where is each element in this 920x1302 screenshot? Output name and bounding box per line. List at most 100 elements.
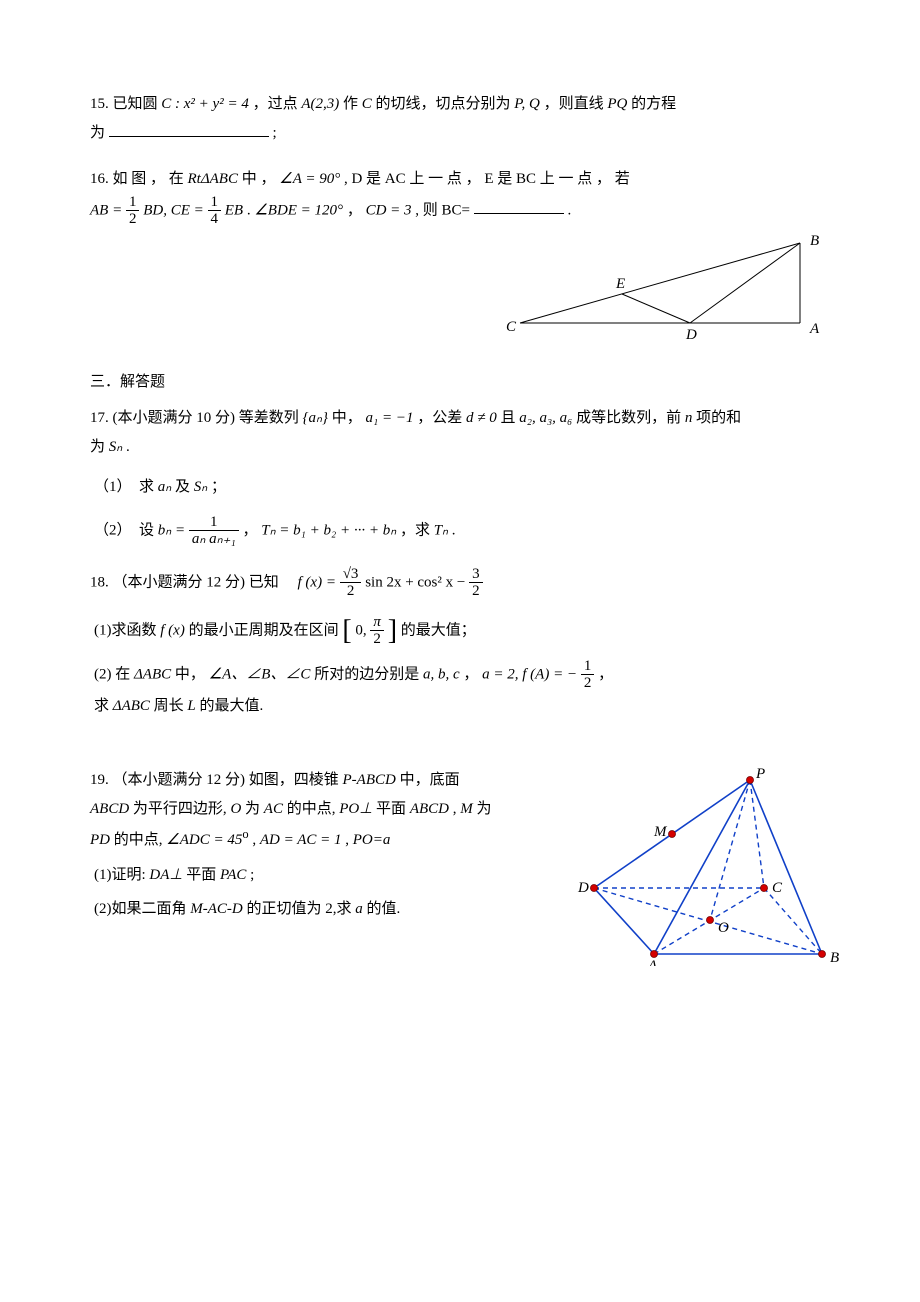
p19-text: 19. （本小题满分 12 分) 如图，四棱锥 P-ABCD 中，底面 ABCD… bbox=[90, 766, 542, 924]
svg-text:D: D bbox=[577, 880, 589, 896]
p17-q1: （1） 求 aₙ 及 Sₙ ； bbox=[90, 473, 840, 502]
angADC: ∠ADC = 45 bbox=[166, 832, 242, 848]
txt: 平面 bbox=[186, 867, 216, 883]
semi: ; bbox=[273, 125, 277, 141]
txt: 项的和 bbox=[696, 410, 741, 426]
txt: ， bbox=[598, 666, 613, 682]
txt: 及 bbox=[175, 479, 190, 495]
txt: 求 bbox=[94, 698, 109, 714]
txt: 的切线，切点分别为 bbox=[376, 96, 511, 112]
txt: 已知 bbox=[249, 574, 294, 590]
PD: PD bbox=[90, 832, 110, 848]
Sn: Sₙ bbox=[109, 439, 122, 455]
txt: ， bbox=[463, 666, 478, 682]
pts: （本小题满分 12 分) bbox=[113, 574, 246, 590]
dot: . bbox=[568, 202, 572, 218]
problem-19: 19. （本小题满分 12 分) 如图，四棱锥 P-ABCD 中，底面 ABCD… bbox=[90, 766, 840, 977]
a: a bbox=[355, 901, 363, 917]
txt: , D 是 AC 上 一 点 ， E 是 BC 上 一 点 ， 若 bbox=[344, 171, 630, 187]
txt: , bbox=[453, 801, 457, 817]
txt: (1)求函数 bbox=[94, 622, 157, 638]
txt: ; bbox=[250, 867, 254, 883]
blank-15 bbox=[109, 121, 269, 137]
txt: 为 bbox=[245, 801, 260, 817]
txt: 为 bbox=[90, 125, 105, 141]
point-A: A(2,3) bbox=[301, 96, 339, 112]
txt: ，求 bbox=[400, 522, 430, 538]
txt: 所对的边分别是 bbox=[314, 666, 419, 682]
svg-text:C: C bbox=[772, 880, 783, 896]
eb: EB bbox=[225, 202, 243, 218]
txt: ，过点 bbox=[253, 96, 298, 112]
txt: , bbox=[345, 832, 349, 848]
txt: 如 图 ， 在 bbox=[113, 171, 188, 187]
txt: (2) 在 bbox=[94, 666, 130, 682]
frac-quarter: 1 4 bbox=[208, 194, 222, 228]
fx2: f (x) bbox=[160, 622, 185, 638]
angles: ∠A、∠B、∠C bbox=[209, 666, 311, 682]
svg-text:A: A bbox=[809, 321, 820, 337]
abcd2: ABCD bbox=[410, 801, 449, 817]
C: C bbox=[362, 96, 372, 112]
txt: . bbox=[452, 522, 456, 538]
txt: 为 bbox=[476, 801, 491, 817]
p19-q1: (1)证明: DA⊥ 平面 PAC ; bbox=[90, 861, 542, 890]
txt: 的最大值. bbox=[200, 698, 264, 714]
txt: 中， bbox=[332, 410, 362, 426]
AC: AC bbox=[264, 801, 283, 817]
bn-eq: bₙ = bbox=[158, 522, 185, 538]
L: L bbox=[187, 698, 195, 714]
p16-num: 16. bbox=[90, 171, 109, 187]
txt: 为平行四边形, bbox=[133, 801, 227, 817]
txt: ， bbox=[242, 522, 257, 538]
PAC: PAC bbox=[220, 867, 246, 883]
txt: 周长 bbox=[154, 698, 184, 714]
fA: f (A) = − bbox=[522, 666, 577, 682]
Sn2: Sₙ bbox=[194, 479, 207, 495]
txt: ，公差 bbox=[417, 410, 462, 426]
p19-q2: (2)如果二面角 M-AC-D 的正切值为 2,求 a 的值. bbox=[90, 895, 542, 924]
int-a: 0, bbox=[355, 622, 366, 638]
frac-sqrt3-2: √3 2 bbox=[340, 566, 362, 600]
PO: PO⊥ bbox=[339, 801, 372, 817]
Tn-def: Tₙ = b₁ + b₂ + ··· + bₙ bbox=[261, 522, 396, 538]
svg-text:D: D bbox=[685, 327, 697, 343]
txt: 已知圆 bbox=[113, 96, 158, 112]
p18-num: 18. bbox=[90, 574, 109, 590]
rbracket-icon: ] bbox=[388, 617, 397, 645]
pts: （本小题满分 12 分) bbox=[113, 772, 246, 788]
txt: 的中点, bbox=[287, 801, 336, 817]
fx-eq: f (x) = bbox=[298, 574, 336, 590]
problem-18: 18. （本小题满分 12 分) 已知 f (x) = √3 2 sin 2x … bbox=[90, 566, 840, 721]
dot: . bbox=[126, 439, 130, 455]
d: d ≠ 0 bbox=[466, 410, 497, 426]
a2: a = 2, bbox=[482, 666, 518, 682]
txt: ； bbox=[211, 479, 226, 495]
blank-16 bbox=[474, 198, 564, 214]
a1: a₁ = −1 bbox=[366, 410, 414, 426]
O: O bbox=[230, 801, 241, 817]
txt: 成等比数列，前 bbox=[576, 410, 681, 426]
frac-pi-2: π 2 bbox=[370, 614, 384, 648]
POa: PO=a bbox=[353, 832, 391, 848]
cd: CD = 3 bbox=[366, 202, 412, 218]
txt: (1)证明: bbox=[94, 867, 146, 883]
frac-half-2: 1 2 bbox=[581, 658, 595, 692]
svg-text:B: B bbox=[830, 950, 839, 966]
txt: 且 bbox=[500, 410, 515, 426]
frac-3-2: 3 2 bbox=[469, 566, 483, 600]
txt: （2） 设 bbox=[94, 522, 154, 538]
txt: 平面 bbox=[376, 801, 406, 817]
seq-an: {aₙ} bbox=[303, 410, 328, 426]
txt: 中 ， bbox=[242, 171, 276, 187]
txt: , 则 BC= bbox=[415, 202, 470, 218]
MACD: M-AC-D bbox=[190, 901, 243, 917]
a236: a₂, a₃, a₆ bbox=[519, 410, 572, 426]
svg-text:E: E bbox=[615, 276, 625, 292]
txt: 中， bbox=[175, 666, 205, 682]
txt: 的最大值； bbox=[401, 622, 476, 638]
txt: ，则直线 bbox=[544, 96, 604, 112]
txt: 等差数列 bbox=[239, 410, 299, 426]
frac-half: 1 2 bbox=[126, 194, 140, 228]
svg-text:M: M bbox=[653, 824, 668, 840]
